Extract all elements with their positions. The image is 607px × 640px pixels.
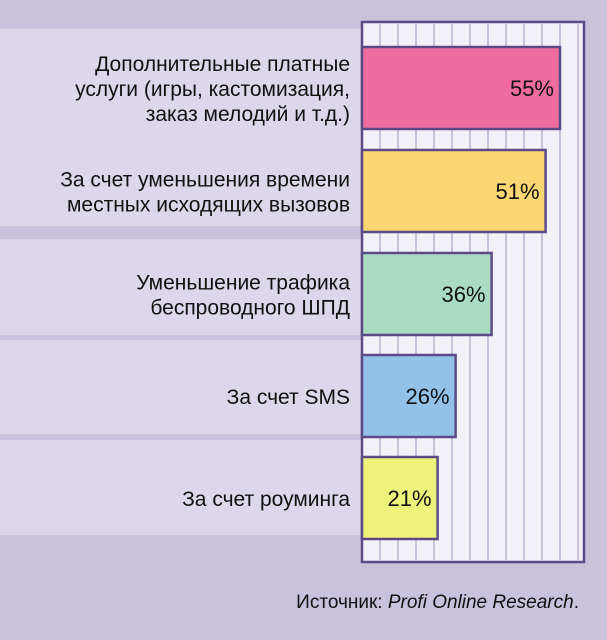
row-band (0, 340, 362, 434)
data-label: 36% (442, 282, 486, 307)
category-label: беспроводного ШПД (150, 297, 350, 320)
data-label: 21% (388, 486, 432, 511)
source-note: Источник: Profi Online Research. (296, 592, 579, 614)
bar (360, 353, 457, 439)
row-bands (0, 29, 362, 535)
category-label: Уменьшение трафика (136, 272, 350, 295)
category-label: местных исходящих вызовов (67, 194, 350, 217)
row-band (0, 29, 362, 145)
row-band (0, 440, 362, 535)
category-label: заказ мелодий и т.д.) (146, 103, 350, 126)
data-label: 55% (510, 76, 554, 101)
category-label: За счет роуминга (182, 488, 350, 511)
category-label: За счет уменьшения времени (60, 169, 350, 192)
bar (360, 251, 493, 337)
bars (360, 45, 562, 541)
category-label: Дополнительные платные (95, 53, 350, 76)
data-label: 26% (406, 384, 450, 409)
source-suffix: . (573, 592, 579, 613)
category-label: За счет SMS (227, 386, 350, 409)
source-prefix: Источник: (296, 592, 388, 613)
source-name: Profi Online Research (387, 592, 574, 613)
row-band (0, 239, 362, 335)
bar (360, 45, 562, 131)
row-band (0, 135, 362, 226)
value-labels: 55% 51% 36% 26% 21% (388, 76, 554, 511)
category-label: услуги (игры, кастомизация, (75, 78, 350, 101)
data-label: 51% (496, 179, 540, 204)
bar (360, 455, 439, 541)
bar (360, 148, 547, 234)
